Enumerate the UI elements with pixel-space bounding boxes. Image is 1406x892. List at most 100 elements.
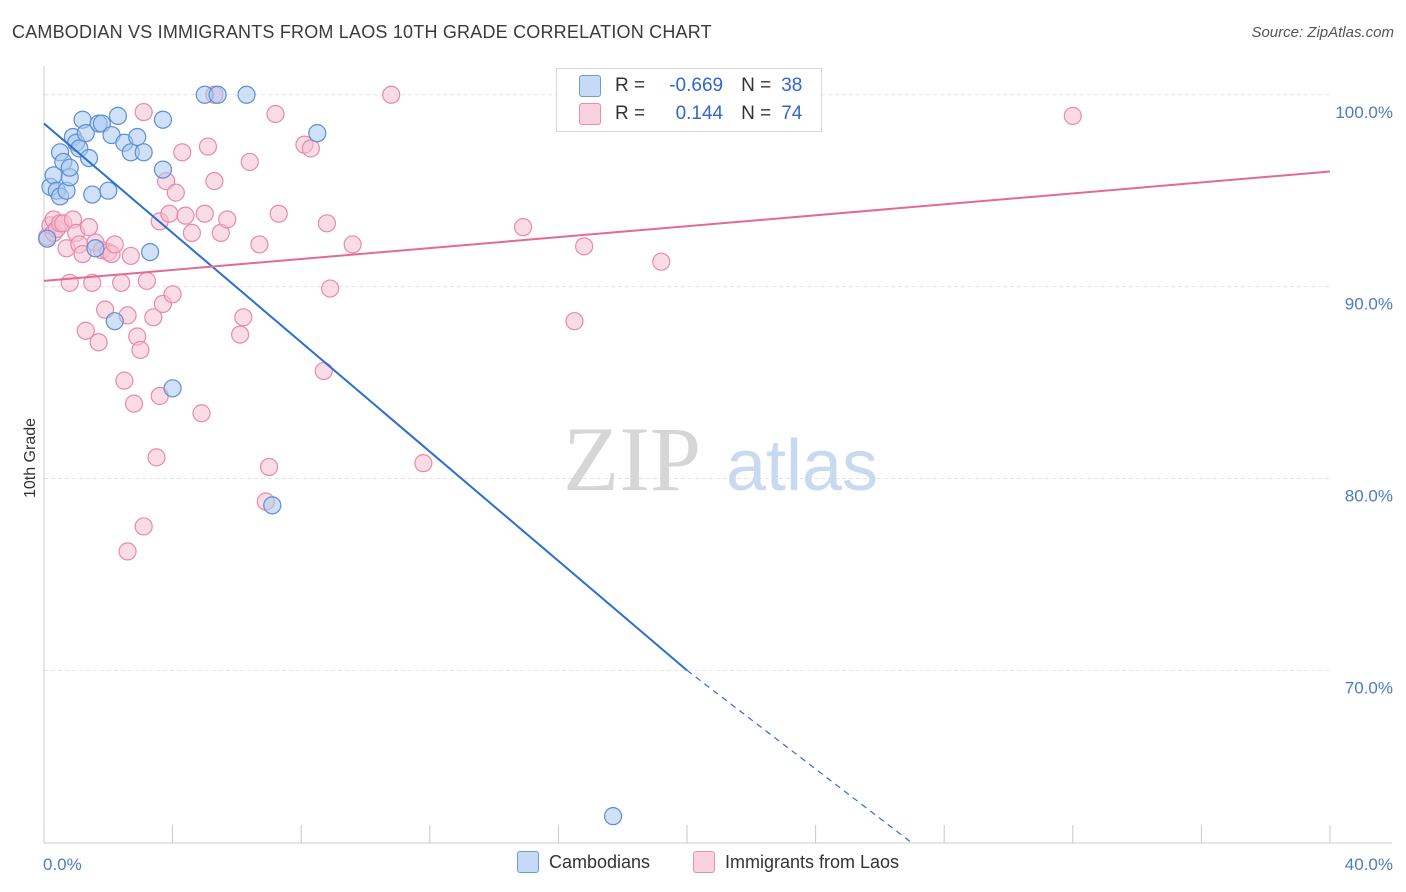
laos-point: [321, 279, 340, 298]
laos-point: [163, 285, 182, 304]
cambodian-point: [105, 312, 124, 331]
laos-point: [1063, 106, 1082, 125]
laos-point: [565, 312, 584, 331]
y-tick-label: 90.0%: [1345, 295, 1393, 314]
laos-point: [513, 218, 533, 237]
laos-trend-line: [43, 170, 1331, 282]
cambodian-point: [86, 239, 105, 258]
cambodian-point: [603, 807, 623, 826]
legend-n-value: 38: [781, 75, 803, 96]
laos-point: [105, 235, 124, 254]
laos-point: [89, 333, 108, 352]
laos-point: [173, 143, 192, 162]
laos-point: [115, 371, 134, 390]
legend-n-value: 74: [781, 103, 803, 124]
legend-n-label: N =: [741, 75, 772, 96]
bottom-legend-label-laos: Immigrants from Laos: [725, 851, 900, 872]
laos-point: [343, 235, 362, 254]
laos-point: [144, 308, 163, 327]
cambodian-point: [108, 106, 128, 125]
legend-swatch-laos: [579, 103, 601, 125]
laos-point: [382, 85, 401, 104]
cambodian-point: [140, 242, 160, 262]
bottom-legend-label-cambodians: Cambodians: [549, 851, 651, 872]
laos-point: [575, 237, 594, 256]
legend: R = -0.669 N = 38 R = 0.144 N = 74: [556, 68, 822, 132]
laos-point: [192, 404, 211, 423]
cambodian-point: [308, 124, 327, 143]
legend-swatch-cambodians: [579, 75, 601, 97]
laos-point: [198, 137, 218, 156]
laos-point: [76, 321, 95, 340]
laos-point: [195, 204, 214, 223]
laos-point: [121, 246, 140, 266]
laos-point: [314, 361, 333, 381]
laos-point: [137, 271, 156, 290]
tick-labels: 100.0% 90.0% 80.0% 70.0% 0.0% 40.0%: [43, 103, 1393, 874]
legend-r-value: -0.669: [669, 75, 724, 96]
bottom-legend-laos[interactable]: Immigrants from Laos: [693, 851, 899, 873]
laos-point: [205, 172, 224, 191]
laos-point: [234, 308, 253, 327]
y-tick-label: 80.0%: [1345, 486, 1393, 505]
laos-point: [131, 340, 150, 360]
laos-point: [218, 210, 237, 229]
y-axis-label: 10th Grade: [22, 418, 39, 498]
cambodian-point: [128, 127, 147, 147]
laos-point: [118, 542, 137, 561]
laos-point: [124, 394, 144, 413]
laos-point: [250, 235, 269, 254]
cambodians-trend-extension: [686, 669, 913, 844]
gridlines: [44, 94, 1330, 671]
laos-point: [134, 517, 153, 536]
chart-title: CAMBODIAN VS IMMIGRANTS FROM LAOS 10TH G…: [12, 22, 712, 42]
laos-point: [160, 204, 179, 223]
legend-r-label: R =: [615, 75, 646, 96]
watermark-atlas: atlas: [726, 426, 878, 506]
legend-r-value: 0.144: [675, 103, 724, 124]
laos-point: [112, 273, 131, 292]
laos-point: [231, 325, 250, 344]
cambodian-point: [99, 181, 118, 200]
cambodian-point: [79, 148, 99, 168]
cambodian-point: [163, 379, 182, 398]
axes: [43, 66, 1392, 844]
cambodian-point: [153, 110, 173, 129]
watermark: ZIP atlas: [563, 408, 878, 510]
cambodian-point: [76, 124, 95, 143]
cambodian-point: [38, 229, 57, 248]
cambodian-point: [60, 158, 79, 177]
cambodian-point: [237, 85, 256, 104]
y-tick-label: 100.0%: [1335, 103, 1393, 122]
y-tick-label: 70.0%: [1345, 678, 1393, 697]
laos-point: [301, 139, 320, 158]
bottom-legend-cambodians[interactable]: Cambodians: [517, 851, 650, 873]
cambodians-trend-line: [43, 122, 688, 672]
cambodian-point: [263, 496, 282, 515]
cambodian-point: [208, 85, 227, 104]
trend-lines: [43, 122, 1331, 844]
laos-point: [266, 104, 285, 124]
laos-point: [652, 252, 671, 271]
watermark-zip: ZIP: [563, 408, 701, 510]
laos-point: [269, 204, 288, 223]
legend-n-label: N =: [741, 103, 772, 124]
laos-point: [240, 152, 259, 172]
laos-point: [317, 214, 337, 233]
laos-point: [79, 218, 99, 237]
bottom-legend-swatch-cambodians: [517, 851, 539, 873]
laos-point: [60, 273, 79, 292]
legend-row-cambodians: R = -0.669 N = 38: [579, 73, 802, 99]
laos-point: [182, 223, 201, 243]
bottom-legend: Cambodians Immigrants from Laos: [0, 851, 1406, 877]
laos-point: [147, 448, 166, 467]
x-tick-label: 40.0%: [1345, 855, 1393, 874]
cambodian-point: [83, 185, 102, 204]
source-label: Source: ZipAtlas.com: [1251, 24, 1394, 41]
bottom-legend-swatch-laos: [693, 851, 715, 873]
laos-point: [166, 183, 185, 202]
legend-r-label: R =: [615, 103, 646, 124]
laos-point: [414, 454, 433, 473]
laos-point: [134, 102, 153, 122]
